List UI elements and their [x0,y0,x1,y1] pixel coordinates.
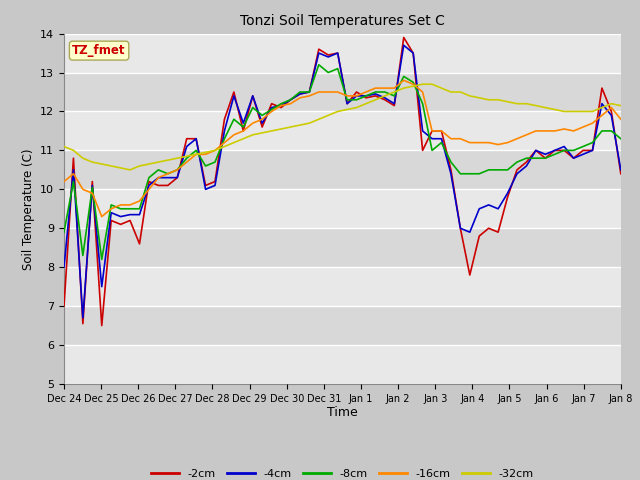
Legend: -2cm, -4cm, -8cm, -16cm, -32cm: -2cm, -4cm, -8cm, -16cm, -32cm [147,465,538,480]
Bar [64,72,621,111]
Bar [64,345,621,384]
Bar [64,267,621,306]
Y-axis label: Soil Temperature (C): Soil Temperature (C) [22,148,35,270]
Bar [64,111,621,150]
Title: Tonzi Soil Temperatures Set C: Tonzi Soil Temperatures Set C [240,14,445,28]
Bar [64,150,621,189]
Bar [64,34,621,72]
X-axis label: Time: Time [327,407,358,420]
Bar [64,228,621,267]
Bar [64,306,621,345]
Bar [64,189,621,228]
Text: TZ_fmet: TZ_fmet [72,44,126,57]
